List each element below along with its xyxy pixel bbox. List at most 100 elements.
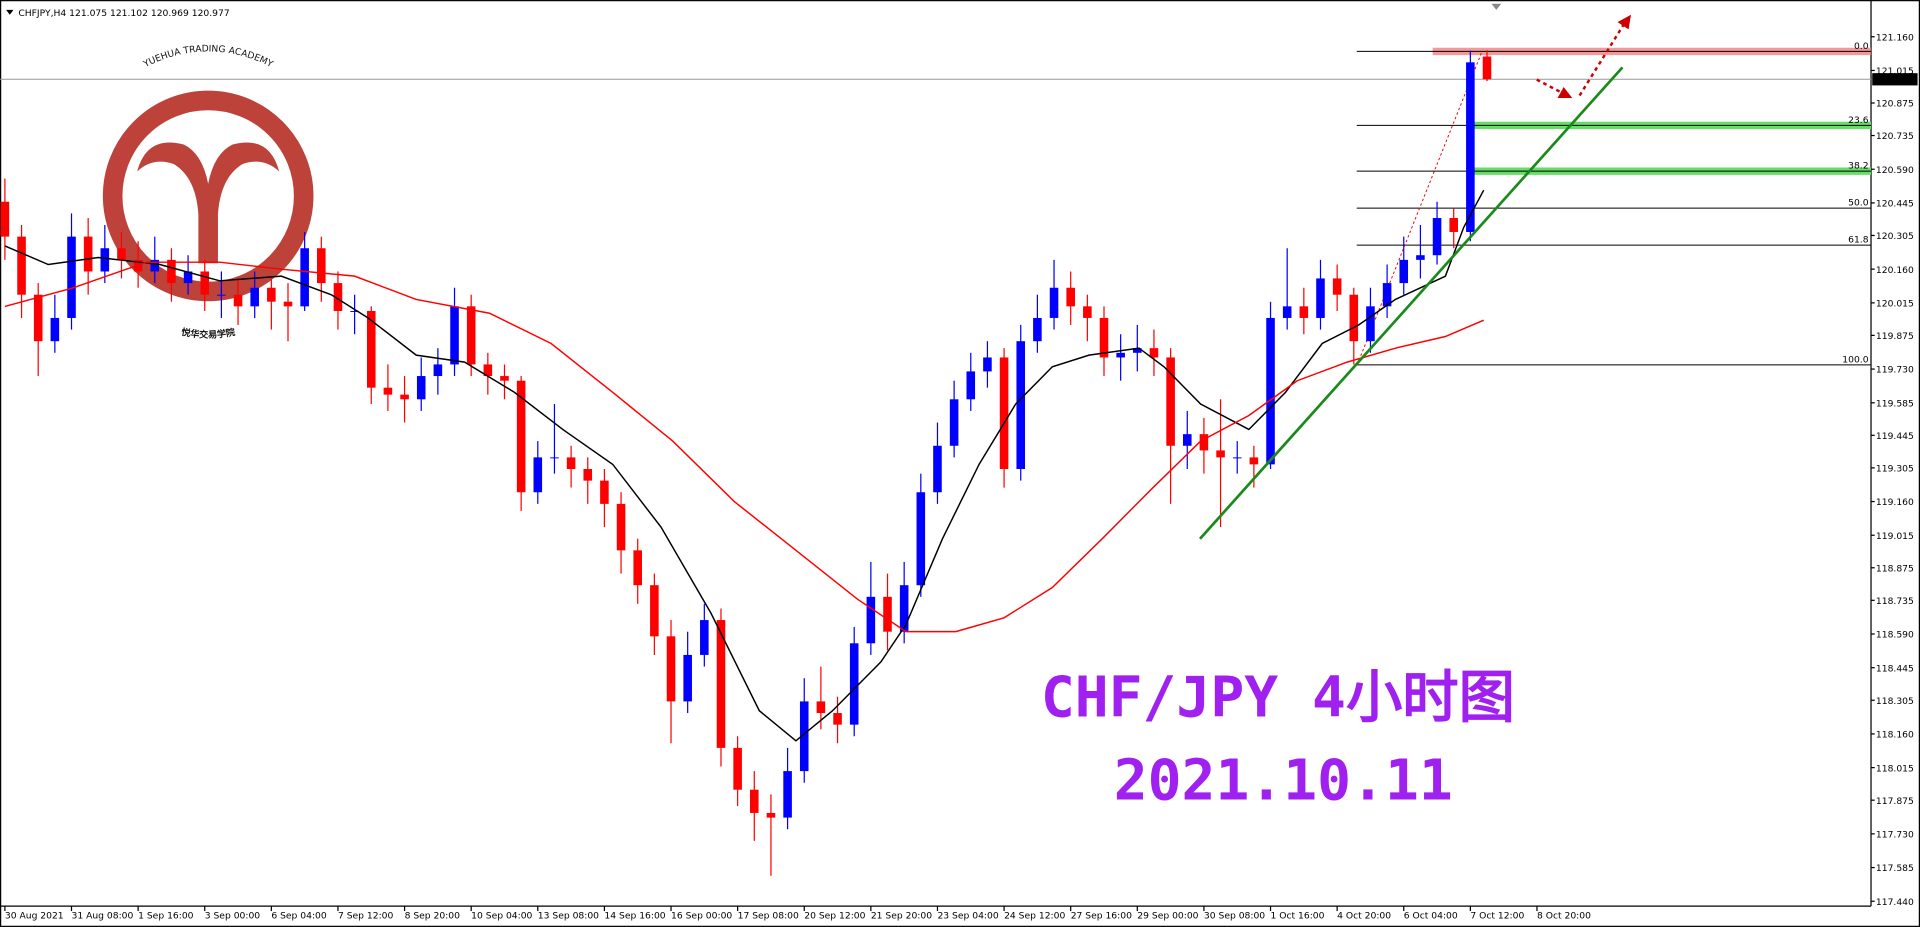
candle-body	[1016, 341, 1026, 470]
y-tick-label: 119.015	[1876, 531, 1914, 542]
x-tick-label: 6 Oct 04:00	[1404, 910, 1458, 921]
candle-body	[516, 380, 526, 493]
candle-body	[0, 201, 10, 237]
y-tick-label: 120.160	[1876, 265, 1914, 276]
x-tick-label: 4 Oct 20:00	[1337, 910, 1391, 921]
fib-label: 100.0	[1842, 354, 1868, 365]
header-close: 120.977	[192, 8, 230, 19]
candle-body	[716, 620, 726, 748]
candle-body	[883, 596, 892, 632]
y-tick-label: 119.445	[1876, 431, 1914, 442]
y-tick-label: 118.305	[1876, 696, 1914, 707]
y-tick-label: 118.015	[1876, 763, 1914, 774]
candle-body	[1249, 457, 1259, 465]
candle-body	[1282, 306, 1292, 318]
logo-symbol	[137, 142, 280, 264]
y-tick-label: 120.875	[1876, 99, 1914, 110]
candle-body	[67, 236, 76, 318]
candle-body	[1416, 255, 1425, 260]
y-tick-label: 118.875	[1876, 563, 1914, 574]
x-tick-label: 27 Sep 16:00	[1071, 910, 1132, 921]
y-tick-label: 119.585	[1876, 398, 1914, 409]
candle-body	[1182, 434, 1192, 446]
candle-body	[1382, 283, 1392, 307]
candle-body	[683, 654, 692, 702]
y-tick-label: 120.305	[1876, 231, 1914, 242]
candle-body	[1083, 306, 1092, 318]
header-low: 120.969	[151, 8, 189, 19]
candle-body	[183, 271, 193, 284]
candle-body	[466, 306, 476, 365]
candle-body	[816, 701, 826, 714]
candle-body	[849, 643, 859, 725]
watermark-cn: 悦华交易学院	[180, 326, 237, 341]
arrowhead	[1617, 14, 1632, 30]
y-tick-label: 118.735	[1876, 596, 1914, 607]
x-tick-label: 6 Sep 04:00	[271, 910, 327, 921]
menu-marker	[6, 9, 14, 15]
candle-body	[1266, 317, 1275, 465]
y-tick-label: 117.730	[1876, 830, 1914, 841]
candle-body	[750, 789, 759, 813]
x-tick-label: 1 Sep 16:00	[138, 910, 194, 921]
candle-body	[666, 636, 676, 702]
fib-label: 61.8	[1848, 235, 1869, 246]
candle-body	[200, 271, 210, 295]
candle-body	[899, 585, 909, 632]
y-tick-label: 120.015	[1876, 299, 1914, 310]
annotation: 2021.10.11	[1114, 749, 1453, 814]
y-tick-label: 120.445	[1876, 199, 1914, 210]
x-tick-label: 13 Sep 08:00	[538, 910, 599, 921]
candle-body	[1116, 352, 1125, 358]
x-tick-label: 1 Oct 16:00	[1271, 910, 1325, 921]
candle-body	[783, 771, 792, 818]
candle-body	[600, 480, 609, 504]
candle-body	[1299, 306, 1309, 318]
symbol: CHFJPY,H4	[18, 8, 66, 19]
candle-body	[416, 376, 426, 400]
candle-body	[983, 357, 992, 372]
y-tick-label: 119.730	[1876, 365, 1914, 376]
x-tick-label: 29 Sep 00:00	[1137, 910, 1198, 921]
candle-body	[233, 294, 243, 307]
candle-body	[1399, 259, 1409, 284]
y-tick-label: 118.160	[1876, 730, 1914, 741]
candle-body	[400, 394, 409, 400]
candle-body	[650, 585, 659, 637]
candle-body	[17, 236, 26, 295]
header-open: 121.075	[69, 8, 107, 19]
x-tick-label: 17 Sep 08:00	[738, 910, 799, 921]
x-tick-label: 8 Sep 20:00	[405, 910, 461, 921]
x-tick-label: 14 Sep 16:00	[604, 910, 665, 921]
candle-body	[1366, 306, 1375, 342]
fib-label: 23.6	[1848, 115, 1869, 126]
candle-body	[550, 457, 559, 459]
candle-body	[300, 248, 309, 307]
x-tick-label: 30 Sep 08:00	[1204, 910, 1265, 921]
fib-connector	[1356, 51, 1483, 366]
candle-body	[1199, 434, 1209, 451]
candle-body	[383, 387, 393, 395]
y-tick-label: 120.735	[1876, 131, 1914, 142]
candle-body	[999, 357, 1009, 470]
candle-body	[333, 283, 343, 311]
x-tick-label: 3 Sep 00:00	[205, 910, 261, 921]
x-tick-label: 24 Sep 12:00	[1004, 910, 1065, 921]
y-tick-label: 119.305	[1876, 464, 1914, 475]
y-tick-label: 118.590	[1876, 630, 1914, 641]
shift-marker	[1491, 3, 1502, 10]
candle-body	[33, 294, 43, 342]
candle-body	[949, 399, 959, 446]
candle-body	[366, 310, 376, 388]
candle-body	[933, 445, 942, 493]
y-tick-label: 117.875	[1876, 796, 1914, 807]
x-tick-label: 16 Sep 00:00	[671, 910, 732, 921]
candle-body	[317, 248, 326, 284]
y-tick-label: 121.015	[1876, 66, 1914, 77]
header-high: 121.102	[110, 8, 148, 19]
candle-body	[350, 310, 359, 312]
candle-body	[1482, 56, 1492, 80]
x-tick-label: 10 Sep 04:00	[471, 910, 532, 921]
candle-body	[866, 596, 876, 644]
